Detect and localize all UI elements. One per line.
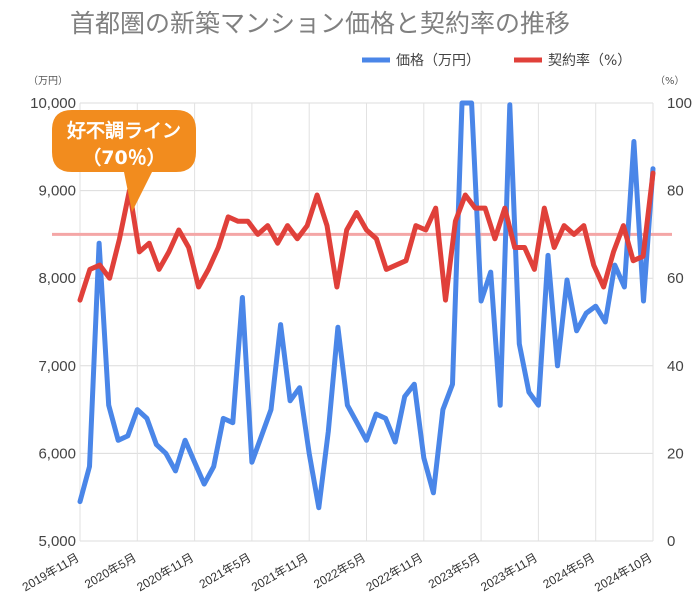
right-tick-label: 20 <box>667 445 684 462</box>
right-tick-label: 60 <box>667 270 684 287</box>
grid <box>79 102 654 542</box>
price-series-line <box>77 100 656 511</box>
right-tick-label: 40 <box>667 358 684 375</box>
x-tick-label: 2021年5月 <box>197 550 254 591</box>
left-axis-unit: （万円） <box>28 75 68 87</box>
x-tick-label: 2024年10月 <box>592 550 654 594</box>
x-tick-label: 2021年11月 <box>249 550 311 594</box>
x-tick-label: 2022年5月 <box>311 550 368 591</box>
x-tick-label: 2020年11月 <box>134 550 196 594</box>
series-group <box>77 100 656 511</box>
callout-bubble <box>52 110 196 212</box>
right-tick-label: 0 <box>667 533 675 550</box>
legend-label: 価格（万円） <box>396 53 480 69</box>
x-tick-label: 2019年11月 <box>20 550 82 594</box>
x-tick-label: 2023年5月 <box>426 550 483 591</box>
contract-rate-series-line <box>77 170 656 303</box>
legend-label: 契約率（%） <box>548 52 631 69</box>
left-tick-label: 10,000 <box>30 95 76 112</box>
left-tick-label: 8,000 <box>38 270 76 287</box>
x-tick-label: 2024年5月 <box>541 550 598 591</box>
chart-title: 首都圏の新築マンション価格と契約率の推移 <box>70 9 570 38</box>
left-tick-label: 9,000 <box>38 183 76 200</box>
legend: 価格（万円） 契約率（%） <box>362 52 631 69</box>
left-tick-label: 5,000 <box>38 533 76 550</box>
x-tick-label: 2020年5月 <box>82 550 139 591</box>
callout-line1: 好不調ライン <box>66 119 181 142</box>
left-tick-label: 6,000 <box>38 445 76 462</box>
right-axis-unit: （%） <box>655 75 685 87</box>
x-tick-label: 2023年11月 <box>478 550 540 594</box>
callout: 好不調ライン （70％） <box>52 110 196 212</box>
x-tick-label: 2022年11月 <box>364 550 426 594</box>
callout-line2: （70％） <box>82 146 165 169</box>
right-tick-label: 80 <box>667 183 684 200</box>
left-tick-label: 7,000 <box>38 358 76 375</box>
right-tick-label: 100 <box>667 95 692 112</box>
